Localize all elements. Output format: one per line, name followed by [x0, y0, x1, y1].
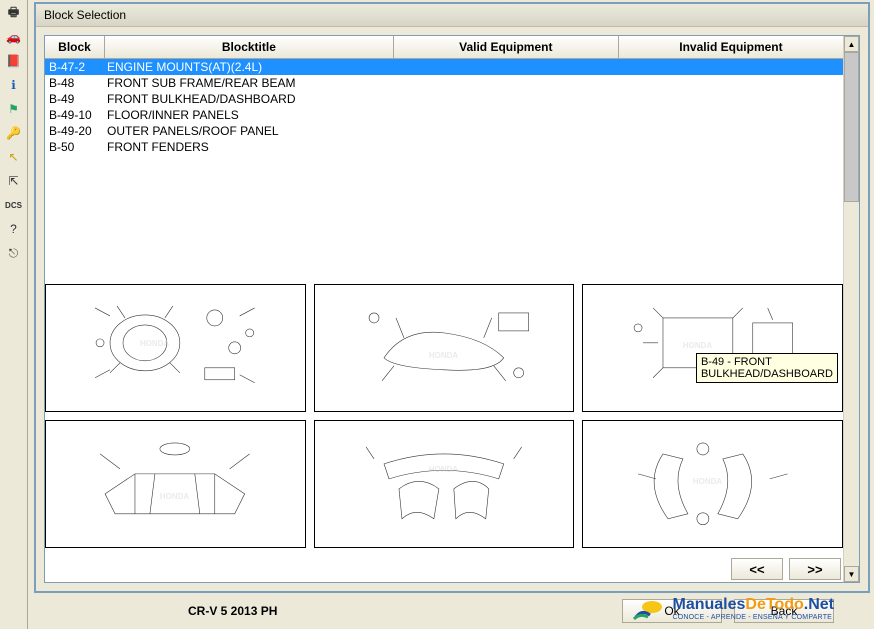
- svg-text:HONDA: HONDA: [429, 465, 458, 474]
- scroll-track[interactable]: [844, 52, 859, 566]
- cell-block: B-48: [45, 76, 105, 90]
- svg-text:HONDA: HONDA: [429, 351, 458, 360]
- cell-valid: [397, 124, 620, 138]
- cell-title: FLOOR/INNER PANELS: [105, 108, 397, 122]
- thumbnail-outer-panels-roof[interactable]: HONDA: [314, 420, 575, 548]
- content-area: Block Blocktitle Valid Equipment Invalid…: [36, 27, 868, 591]
- col-invalid-equipment[interactable]: Invalid Equipment: [619, 36, 843, 58]
- cell-valid: [397, 140, 620, 154]
- svg-text:HONDA: HONDA: [140, 339, 169, 348]
- cell-block: B-49: [45, 92, 105, 106]
- nav-buttons: << >>: [45, 554, 843, 582]
- tool-print[interactable]: 🖶: [2, 2, 26, 24]
- thumbnail-front-fenders[interactable]: HONDA: [582, 420, 843, 548]
- cell-title: FRONT FENDERS: [105, 140, 397, 154]
- block-table: Block Blocktitle Valid Equipment Invalid…: [44, 35, 860, 583]
- col-blocktitle[interactable]: Blocktitle: [105, 36, 394, 58]
- table-body: B-47-2ENGINE MOUNTS(AT)(2.4L)B-48FRONT S…: [45, 59, 843, 278]
- thumbnail-engine-mounts[interactable]: HONDA: [45, 284, 306, 412]
- tool-info[interactable]: ℹ: [2, 74, 26, 96]
- scroll-down-icon[interactable]: ▼: [844, 566, 859, 582]
- tool-arrow[interactable]: ↖: [2, 146, 26, 168]
- cell-invalid: [620, 60, 843, 74]
- table-row[interactable]: B-50FRONT FENDERS: [45, 139, 843, 155]
- cell-valid: [397, 92, 620, 106]
- thumbnails-grid: HONDA HONDA HONDA B-49 - FRONT BULKHEAD/…: [45, 278, 843, 554]
- cell-invalid: [620, 76, 843, 90]
- vehicle-label: CR-V 5 2013 PH: [188, 604, 610, 618]
- table-row[interactable]: B-48FRONT SUB FRAME/REAR BEAM: [45, 75, 843, 91]
- cell-invalid: [620, 108, 843, 122]
- next-button[interactable]: >>: [789, 558, 841, 580]
- thumbnail-floor-inner-panels[interactable]: HONDA: [45, 420, 306, 548]
- tool-key[interactable]: 🔑: [2, 122, 26, 144]
- col-valid-equipment[interactable]: Valid Equipment: [394, 36, 619, 58]
- thumbnail-bulkhead-dashboard[interactable]: HONDA B-49 - FRONT BULKHEAD/DASHBOARD: [582, 284, 843, 412]
- prev-button[interactable]: <<: [731, 558, 783, 580]
- tool-pointer[interactable]: ⇱: [2, 170, 26, 192]
- cell-valid: [397, 76, 620, 90]
- tool-car[interactable]: 🚗: [2, 26, 26, 48]
- cell-title: OUTER PANELS/ROOF PANEL: [105, 124, 397, 138]
- thumbnail-sub-frame[interactable]: HONDA: [314, 284, 575, 412]
- svg-text:HONDA: HONDA: [160, 492, 189, 501]
- cell-block: B-47-2: [45, 60, 105, 74]
- scroll-thumb[interactable]: [844, 52, 859, 202]
- cell-invalid: [620, 140, 843, 154]
- cell-title: FRONT SUB FRAME/REAR BEAM: [105, 76, 397, 90]
- svg-text:HONDA: HONDA: [693, 477, 722, 486]
- table-row[interactable]: B-49FRONT BULKHEAD/DASHBOARD: [45, 91, 843, 107]
- window-titlebar: Block Selection: [36, 4, 868, 27]
- table-row[interactable]: B-47-2ENGINE MOUNTS(AT)(2.4L): [45, 59, 843, 75]
- tool-flag[interactable]: ⚑: [2, 98, 26, 120]
- vertical-scrollbar[interactable]: ▲ ▼: [843, 36, 859, 582]
- main-area: Block Selection Block Blocktitle Valid E…: [28, 0, 874, 629]
- left-toolbar: 🖶🚗📕ℹ⚑🔑↖⇱DCS?⎋: [0, 0, 28, 629]
- cell-valid: [397, 108, 620, 122]
- svg-text:HONDA: HONDA: [683, 341, 712, 350]
- table-header: Block Blocktitle Valid Equipment Invalid…: [45, 36, 843, 59]
- block-selection-window: Block Selection Block Blocktitle Valid E…: [34, 2, 870, 593]
- watermark-logo-icon: [630, 597, 666, 621]
- watermark-brand: ManualesDeTodo.Net: [672, 596, 834, 614]
- cell-title: ENGINE MOUNTS(AT)(2.4L): [105, 60, 397, 74]
- tooltip: B-49 - FRONT BULKHEAD/DASHBOARD: [696, 353, 838, 383]
- tool-exit[interactable]: ⎋: [2, 242, 26, 264]
- cell-valid: [397, 60, 620, 74]
- table-row[interactable]: B-49-10FLOOR/INNER PANELS: [45, 107, 843, 123]
- cell-invalid: [620, 92, 843, 106]
- cell-block: B-49-20: [45, 124, 105, 138]
- table-row[interactable]: B-49-20OUTER PANELS/ROOF PANEL: [45, 123, 843, 139]
- scroll-up-icon[interactable]: ▲: [844, 36, 859, 52]
- cell-block: B-49-10: [45, 108, 105, 122]
- cell-title: FRONT BULKHEAD/DASHBOARD: [105, 92, 397, 106]
- tool-dcs[interactable]: DCS: [2, 194, 26, 216]
- watermark: ManualesDeTodo.Net CONOCE - APRENDE - EN…: [630, 596, 834, 621]
- cell-invalid: [620, 124, 843, 138]
- cell-block: B-50: [45, 140, 105, 154]
- watermark-subtitle: CONOCE - APRENDE - ENSEÑA Y COMPARTE: [672, 614, 834, 621]
- window-title: Block Selection: [44, 8, 126, 22]
- col-block[interactable]: Block: [45, 36, 105, 58]
- tool-help[interactable]: ?: [2, 218, 26, 240]
- tool-book[interactable]: 📕: [2, 50, 26, 72]
